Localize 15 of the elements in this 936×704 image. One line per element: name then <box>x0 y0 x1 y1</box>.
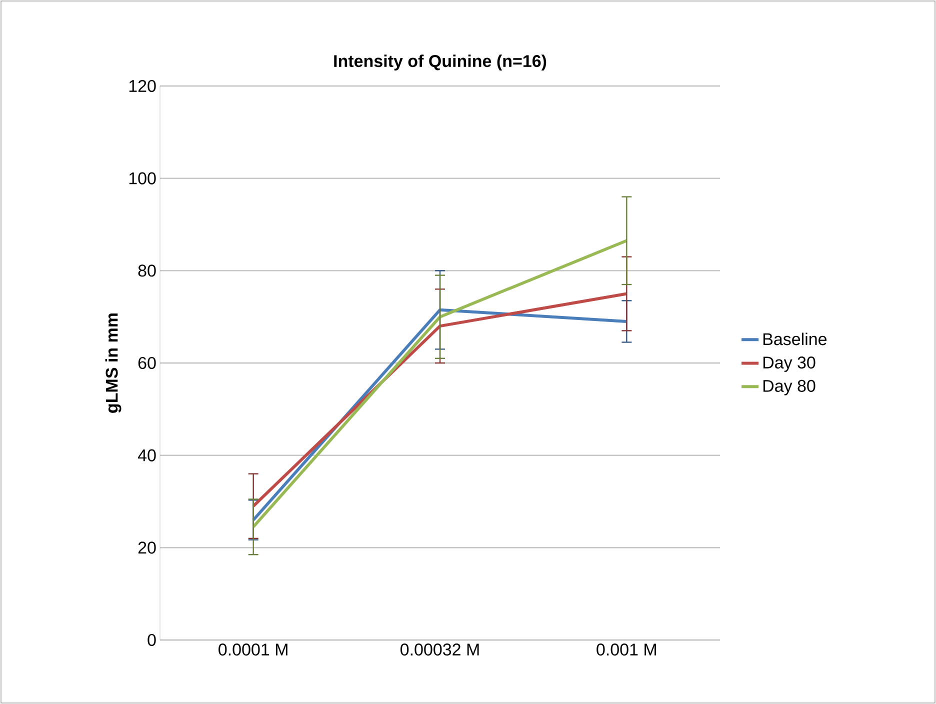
y-axis-title: gLMS in mm <box>105 314 122 413</box>
y-tick-label: 100 <box>129 172 156 184</box>
y-tick-label: 60 <box>138 356 156 370</box>
y-tick-label: 0 <box>148 634 156 646</box>
x-tick-label: 0.001 M <box>596 644 656 656</box>
chart-title: Intensity of Quinine (n=16) <box>334 54 546 70</box>
x-tick-label: 0.00032 M <box>400 644 479 656</box>
legend-label: Baseline <box>763 332 827 346</box>
y-tick-label: 80 <box>138 264 156 277</box>
y-tick-label: 20 <box>138 542 156 554</box>
x-tick-label: 0.0001 M <box>218 644 288 656</box>
legend-label: Day 80 <box>763 380 816 396</box>
y-tick-label: 120 <box>129 80 156 92</box>
y-tick-label: 40 <box>138 449 156 462</box>
legend-label: Day 30 <box>763 356 816 372</box>
